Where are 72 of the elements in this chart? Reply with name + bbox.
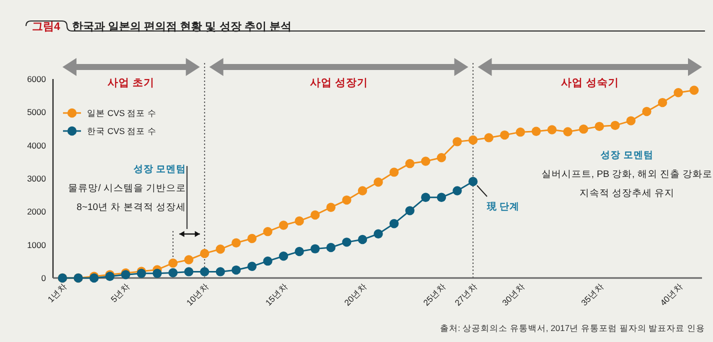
point: [342, 238, 352, 247]
point: [184, 267, 194, 276]
point: [532, 126, 541, 136]
point: [326, 202, 336, 212]
point: [232, 238, 241, 248]
point: [610, 120, 620, 130]
point: [310, 210, 320, 220]
point: [152, 268, 162, 278]
point: [500, 130, 510, 140]
point: [278, 252, 288, 261]
annotation: 사업 초기: [108, 77, 155, 89]
point: [484, 133, 494, 142]
point: [436, 153, 446, 162]
point: [247, 262, 257, 271]
point: [516, 127, 526, 137]
caption: 그림4: [32, 21, 61, 33]
point: [547, 125, 557, 134]
point: [578, 124, 588, 134]
point: [247, 234, 257, 244]
point: [278, 220, 288, 230]
point: [594, 122, 604, 132]
point: [184, 255, 194, 264]
legend-label: 한국 CVS 점포 수: [87, 126, 157, 136]
point: [168, 258, 178, 268]
point: [358, 186, 368, 196]
annotation: 사업 성장기: [310, 77, 368, 89]
point: [405, 158, 414, 168]
point: [563, 127, 572, 136]
point: [674, 88, 683, 98]
point: [374, 229, 383, 238]
point: [626, 116, 636, 126]
point: [642, 106, 652, 116]
point: [326, 242, 336, 252]
point: [216, 244, 225, 254]
annotation: 성장 모멘텀 실버시프트, PB 강화, 해외 진출 강화로 지속적 성장추세 유지: [541, 150, 713, 199]
annotation: 사업 성숙기: [560, 77, 619, 89]
point: [421, 156, 430, 166]
point: [468, 176, 478, 186]
point: [294, 216, 304, 226]
point: [342, 195, 352, 205]
point: [452, 137, 462, 146]
point: [168, 268, 178, 278]
point: [452, 186, 462, 196]
point: [232, 265, 241, 275]
point: [200, 248, 210, 258]
point: [690, 86, 699, 95]
point: [358, 234, 368, 244]
legend-label: 일본 CVS 점포 수: [87, 108, 157, 118]
point: [310, 244, 320, 254]
y-tick-label: 4000: [27, 140, 46, 150]
point: [468, 135, 478, 145]
point: [374, 178, 383, 187]
y-tick-label: 3000: [27, 173, 46, 184]
annotation: 성장 모멘텀 물류망/ 시스템을 기반으로 8~10년 차 본격적 성장세: [68, 164, 186, 213]
point: [294, 246, 304, 256]
source-note: 출처: 상공회의소 유통백서, 2017년 유통포럼 필자의 발표자료 인용: [440, 323, 705, 333]
point: [389, 219, 399, 228]
point: [263, 226, 272, 236]
point: [436, 192, 446, 202]
point: [389, 168, 399, 177]
y-tick-label: 5000: [27, 107, 46, 118]
point: [658, 98, 668, 108]
point: [421, 192, 430, 202]
y-tick-label: 0: [41, 272, 46, 283]
annotation: 現 단계: [486, 200, 520, 212]
point: [216, 267, 225, 276]
point: [263, 256, 272, 266]
point: [405, 206, 414, 216]
point: [200, 267, 210, 276]
y-tick-label: 1000: [27, 240, 46, 250]
y-tick-label: 2000: [27, 206, 46, 217]
y-tick-label: 6000: [27, 74, 46, 84]
